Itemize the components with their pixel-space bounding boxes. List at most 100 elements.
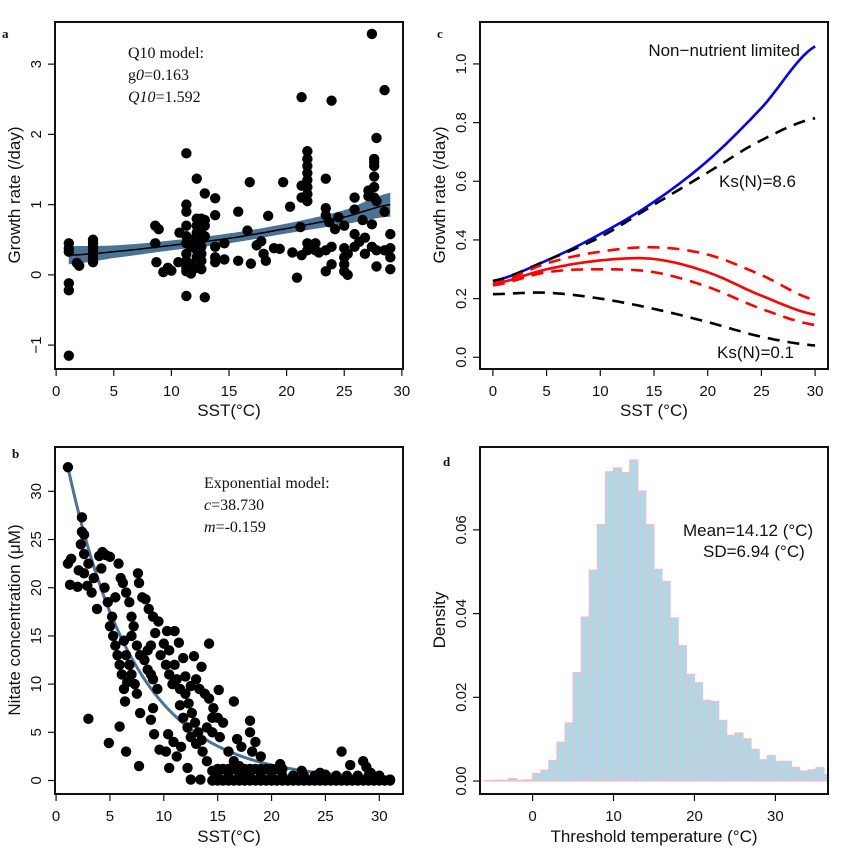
y-tick-label-b: 5 — [28, 728, 45, 736]
x-tick-label-b: 5 — [106, 808, 114, 825]
histogram-bar — [815, 767, 825, 782]
data-point — [329, 224, 341, 235]
x-tick-label-a: 10 — [163, 383, 180, 400]
histogram-bar — [693, 682, 704, 782]
x-tick-label-c: 30 — [807, 383, 824, 400]
data-point — [188, 650, 200, 662]
annotation-b-c: c=38.730 — [204, 497, 264, 514]
y-axis-label-b: Nitate concentration (μM) — [5, 524, 24, 715]
data-point — [150, 238, 161, 249]
data-point — [162, 729, 174, 740]
data-point — [166, 265, 177, 276]
x-tick-label-b: 25 — [317, 808, 334, 825]
data-point — [203, 693, 215, 704]
data-point — [352, 770, 363, 781]
data-point — [164, 669, 175, 680]
plot-frame-c — [479, 21, 829, 370]
data-point — [199, 292, 211, 303]
data-point — [107, 630, 119, 642]
data-point — [181, 206, 192, 217]
x-tick-label-b: 15 — [209, 808, 226, 825]
data-point — [113, 558, 124, 569]
data-point — [181, 290, 192, 302]
annotation-b-title: Exponential model: — [204, 475, 330, 492]
y-tick-label-b: 10 — [28, 676, 45, 693]
annotation-mean: Mean=14.12 (°C) — [683, 521, 813, 540]
data-point — [161, 625, 173, 637]
data-point — [131, 688, 143, 699]
histogram-bar — [564, 722, 574, 782]
data-point — [209, 257, 221, 268]
y-tick-label-b: 25 — [28, 531, 45, 548]
data-point — [385, 228, 396, 240]
data-point — [277, 176, 289, 188]
data-point — [336, 746, 347, 757]
histogram-bar — [710, 700, 720, 782]
histogram-bar — [532, 772, 542, 782]
data-point — [185, 774, 196, 785]
data-point — [151, 257, 162, 268]
series-line-ks-n-8-6 — [492, 116, 816, 283]
plot-frame-a — [54, 21, 404, 370]
histogram-bar — [782, 760, 793, 782]
histogram-bar — [661, 580, 671, 782]
histogram-bar — [548, 760, 558, 782]
data-point — [274, 243, 285, 255]
data-point — [246, 746, 258, 757]
y-tick-label-a: 2 — [28, 130, 45, 138]
histogram-bar — [491, 779, 501, 782]
histogram-bar — [807, 769, 817, 782]
histogram-bar — [669, 617, 679, 782]
data-point — [120, 650, 132, 661]
annotation-b-m: m=-0.159 — [204, 519, 266, 536]
data-point — [284, 201, 296, 212]
data-point — [164, 645, 175, 656]
histogram-bar — [734, 732, 744, 782]
histogram-bar — [588, 569, 598, 782]
data-point — [256, 235, 267, 247]
series-line-ks-n-0-1 — [492, 291, 816, 347]
data-point — [126, 630, 137, 642]
data-point — [342, 269, 353, 281]
series-line-upper-bound — [492, 245, 816, 302]
data-point — [133, 760, 145, 772]
histogram-bar — [637, 490, 647, 782]
data-point — [104, 621, 116, 632]
data-point — [132, 568, 144, 579]
data-point — [104, 551, 116, 563]
x-tick-label-c: 10 — [592, 383, 609, 400]
data-point — [153, 616, 164, 627]
data-point — [182, 722, 193, 733]
data-point — [196, 264, 207, 275]
data-point — [302, 146, 313, 157]
histogram-bar — [604, 471, 615, 782]
y-tick-label-b: 0 — [28, 776, 45, 784]
data-point — [233, 255, 244, 267]
data-point — [73, 260, 85, 271]
data-point — [349, 192, 360, 203]
data-point — [368, 171, 380, 182]
data-point — [345, 759, 356, 771]
x-tick-label-a: 20 — [278, 383, 295, 400]
data-point — [145, 714, 157, 725]
y-tick-label-d: 0.00 — [453, 766, 470, 795]
data-point — [124, 596, 135, 608]
data-point — [366, 219, 378, 230]
data-point — [143, 603, 154, 615]
histogram-bar — [580, 616, 590, 782]
x-tick-label-a: 30 — [394, 383, 411, 400]
data-point — [103, 737, 115, 749]
data-point — [126, 669, 137, 680]
histogram-bar — [758, 759, 768, 782]
data-point — [191, 173, 202, 184]
data-point — [371, 132, 382, 144]
y-tick-label-d: 0.02 — [453, 683, 470, 712]
data-point — [236, 741, 247, 752]
data-point — [180, 671, 191, 682]
histogram-bar — [653, 568, 663, 782]
data-point — [287, 247, 298, 258]
y-tick-label-c: 0.0 — [453, 347, 470, 368]
data-point — [199, 231, 211, 242]
x-tick-label-d: 30 — [767, 808, 784, 825]
x-tick-label-b: 10 — [155, 808, 172, 825]
